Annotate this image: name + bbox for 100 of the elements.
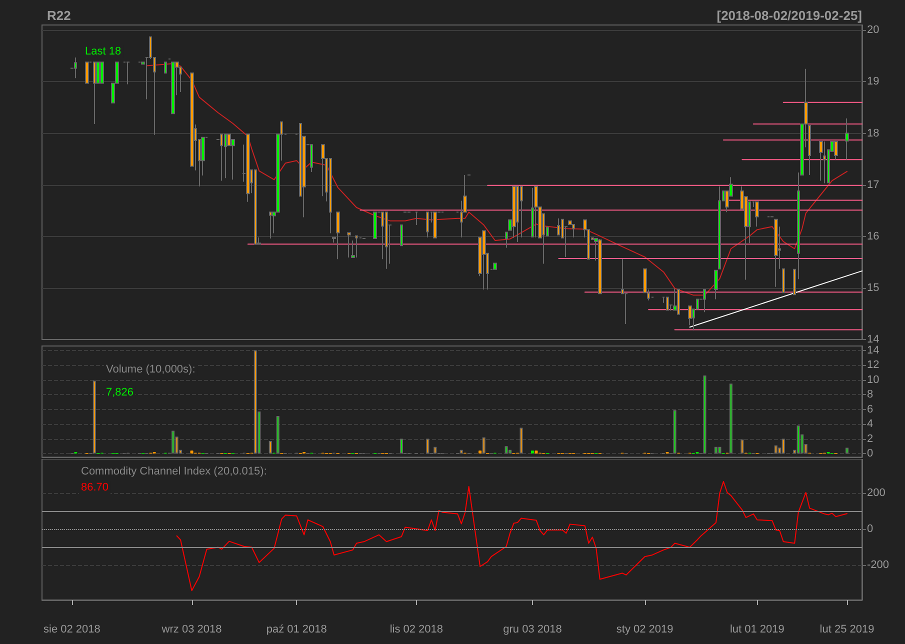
candlestick xyxy=(677,288,680,315)
x-tick-label: lut 25 2019 xyxy=(820,624,874,636)
candlestick xyxy=(557,218,560,236)
y-tick-label: -200 xyxy=(867,559,890,572)
candlestick xyxy=(666,296,669,311)
y-tick-label: 6 xyxy=(867,403,874,416)
candlestick xyxy=(512,186,516,238)
candlestick xyxy=(100,62,104,84)
annotation: 7,826 xyxy=(106,386,134,398)
candlestick xyxy=(373,212,377,239)
y-tick-label: 16 xyxy=(867,230,880,242)
chart-title: R22 xyxy=(47,8,71,23)
y-tick-label: 14 xyxy=(867,334,880,346)
candlestick xyxy=(516,186,519,243)
candlestick xyxy=(845,118,849,160)
candlestick xyxy=(782,268,785,294)
bar xyxy=(276,416,280,454)
candlestick xyxy=(355,235,358,258)
candlestick xyxy=(505,232,508,248)
x-tick-label: sty 02 2019 xyxy=(616,624,674,636)
y-tick-label: 8 xyxy=(867,388,874,401)
candlestick xyxy=(85,62,89,84)
bar xyxy=(534,450,538,454)
x-tick-label: wrz 03 2018 xyxy=(160,624,222,636)
y-tick-label: 17 xyxy=(867,178,880,191)
y-tick-label: 0 xyxy=(867,448,874,460)
y-tick-label: 20 xyxy=(867,24,880,36)
candlestick xyxy=(834,141,838,160)
candlestick xyxy=(688,305,692,326)
candlestick xyxy=(254,169,257,245)
x-tick-label: lis 02 2018 xyxy=(390,624,444,636)
candlestick xyxy=(164,62,167,74)
candlestick xyxy=(703,288,706,313)
line-series xyxy=(146,63,848,296)
candlestick xyxy=(493,262,497,270)
annotation: Commodity Channel Index (20,0.015): xyxy=(81,466,267,478)
bar xyxy=(400,438,403,454)
candlestick xyxy=(224,134,227,179)
candlestick xyxy=(336,212,340,260)
bar xyxy=(92,380,96,454)
bar xyxy=(508,450,512,454)
x-tick-label: gru 03 2018 xyxy=(503,624,562,636)
bar xyxy=(774,445,778,454)
chart-subtitle: [2018-08-02/2019-02-25] xyxy=(716,8,862,23)
candlestick xyxy=(433,212,437,238)
candlestick xyxy=(520,186,523,238)
candlestick xyxy=(482,230,486,290)
bar xyxy=(846,448,849,454)
bar xyxy=(520,428,523,454)
line-series xyxy=(176,481,848,592)
bar xyxy=(504,446,508,454)
bar xyxy=(254,350,257,454)
candlestick xyxy=(329,158,332,234)
bar xyxy=(714,446,718,454)
y-tick-label: 15 xyxy=(867,282,880,294)
y-tick-label: 0 xyxy=(867,523,874,536)
bar xyxy=(426,438,430,454)
bar xyxy=(729,384,732,454)
candlestick xyxy=(534,186,538,238)
candlestick xyxy=(755,201,759,228)
candlestick xyxy=(673,288,677,311)
bar xyxy=(531,450,534,454)
candlestick xyxy=(819,141,823,182)
bar xyxy=(718,446,722,454)
x-tick-label: lut 01 2019 xyxy=(730,624,784,636)
candlestick xyxy=(74,56,77,79)
bar xyxy=(460,450,463,454)
candlestick xyxy=(400,224,403,246)
annotation: Last 18 xyxy=(85,46,122,58)
candlestick xyxy=(823,141,826,184)
y-tick-label: 4 xyxy=(867,418,874,430)
bar xyxy=(172,430,175,454)
candlestick xyxy=(774,218,778,288)
candlestick xyxy=(269,212,272,239)
candlestick xyxy=(793,268,796,296)
annotation: 86.70 xyxy=(81,482,109,494)
candlestick xyxy=(415,212,418,226)
candlestick xyxy=(426,212,429,238)
y-tick-label: 14 xyxy=(867,344,880,356)
candlestick xyxy=(598,238,602,294)
x-tick-label: paź 01 2018 xyxy=(266,624,327,636)
bar xyxy=(434,446,437,454)
candlestick xyxy=(310,144,313,172)
bar xyxy=(740,440,744,454)
candlestick xyxy=(714,270,718,300)
candlestick xyxy=(220,134,223,182)
candlestick xyxy=(572,224,575,238)
y-tick-label: 10 xyxy=(867,374,880,386)
y-tick-label: 19 xyxy=(867,76,880,88)
bar xyxy=(782,438,785,454)
y-tick-label: 200 xyxy=(867,487,886,500)
candlestick xyxy=(126,62,130,85)
bar xyxy=(673,410,676,454)
bar xyxy=(268,441,272,454)
y-tick-label: 18 xyxy=(867,127,880,140)
candlestick xyxy=(190,72,194,167)
bar xyxy=(190,450,194,454)
candlestick xyxy=(171,62,175,114)
bar xyxy=(703,375,706,454)
x-tick-label: sie 02 2018 xyxy=(44,624,100,636)
